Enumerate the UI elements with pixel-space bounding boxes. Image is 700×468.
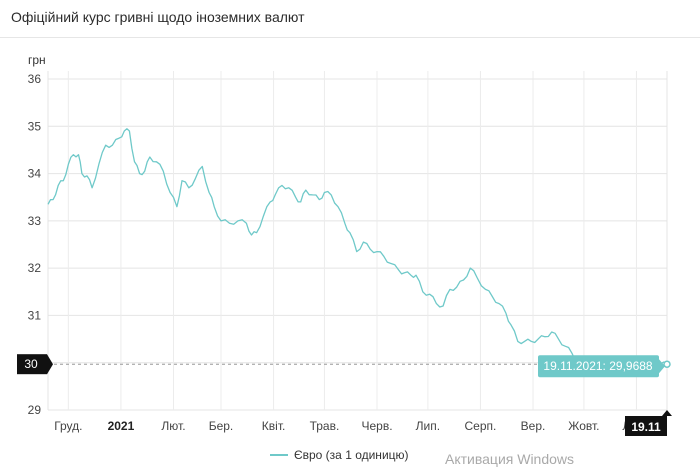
tooltip-text: 19.11.2021: 29,9688	[543, 359, 653, 373]
crosshair-y-flag	[17, 354, 47, 375]
series-layer	[47, 128, 668, 368]
crosshair-x-value: 19.11	[631, 420, 661, 434]
tooltip-pointer	[659, 359, 665, 374]
y-tick-label: 35	[28, 119, 42, 133]
x-tick-label: 2021	[108, 419, 135, 433]
crosshair-y-flag-pointer	[47, 354, 53, 375]
page-title: Офіційний курс гривні щодо іноземних вал…	[11, 9, 305, 25]
y-tick-label: 34	[28, 167, 42, 181]
tooltip-box	[538, 355, 659, 378]
x-tick-label: Бер.	[209, 419, 234, 433]
tooltip-marker	[663, 360, 671, 368]
x-tick-label: Лип.	[416, 419, 440, 433]
series-line-euro	[47, 128, 668, 368]
crosshair-y-value: 30	[24, 357, 38, 371]
chart-grid	[47, 71, 668, 411]
x-axis: Груд. 2021 Лют. Бер. Квіт. Трав. Черв. Лип. Серп…	[54, 419, 650, 433]
x-tick-label: Черв.	[361, 419, 392, 433]
chart-legend[interactable]: Євро (за 1 одиницю)	[270, 448, 409, 462]
x-tick-label: Квіт.	[262, 419, 286, 433]
crosshair-x-flag	[625, 416, 667, 436]
y-tick-label: 33	[28, 214, 42, 228]
crosshair: 30 19.11 19.11.2021: 29,9688	[17, 354, 672, 436]
x-tick-label: Вер.	[521, 419, 546, 433]
x-tick-label: Лют.	[161, 419, 185, 433]
y-axis-label: грн	[28, 53, 46, 67]
x-tick-label: Жовт.	[568, 419, 599, 433]
x-tick-label: Трав.	[310, 419, 340, 433]
crosshair-x-flag-pointer	[662, 410, 672, 416]
x-tick-label: Груд.	[54, 419, 82, 433]
y-tick-label: 31	[28, 308, 42, 322]
legend-label-euro: Євро (за 1 одиницю)	[294, 448, 409, 462]
y-tick-label: 36	[28, 72, 42, 86]
y-tick-label: 29	[28, 403, 42, 417]
header-divider	[0, 37, 700, 38]
x-tick-label: Серп.	[465, 419, 497, 433]
y-tick-label: 32	[28, 261, 42, 275]
windows-activation-watermark: Активация Windows	[445, 451, 575, 467]
